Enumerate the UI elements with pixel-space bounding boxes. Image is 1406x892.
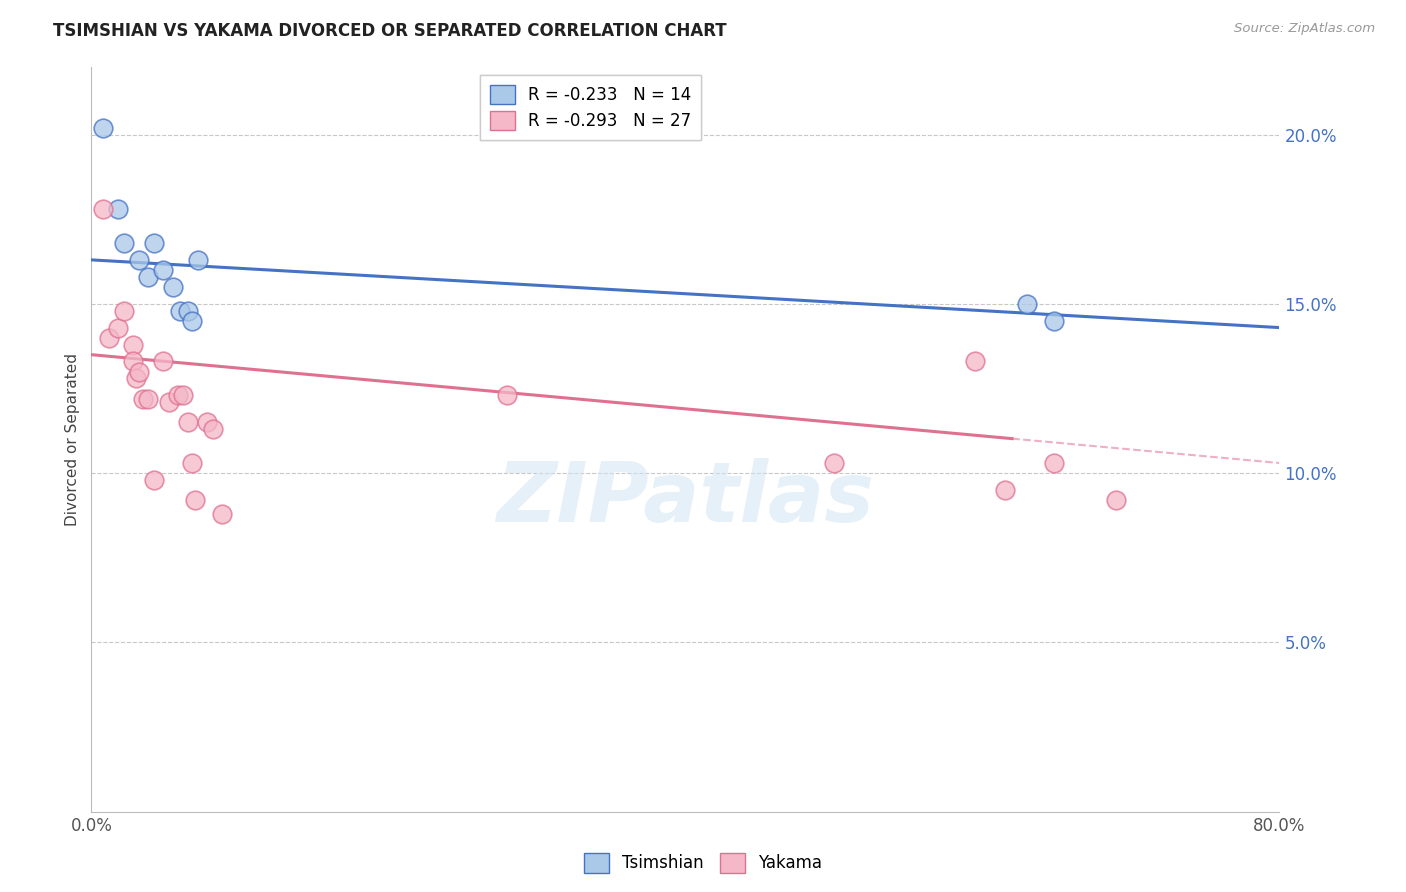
Point — [1105, 493, 1128, 508]
Point — [152, 354, 174, 368]
Text: Source: ZipAtlas.com: Source: ZipAtlas.com — [1234, 22, 1375, 36]
Point — [142, 473, 165, 487]
Point — [112, 235, 135, 250]
Point — [195, 416, 218, 430]
Point — [187, 252, 209, 267]
Point — [166, 388, 188, 402]
Point — [211, 507, 233, 521]
Point — [1042, 314, 1064, 328]
Point — [496, 388, 519, 402]
Point — [177, 303, 200, 318]
Point — [107, 202, 129, 216]
Point — [202, 422, 225, 436]
Point — [177, 416, 200, 430]
Point — [184, 493, 207, 508]
Legend: Tsimshian, Yakama: Tsimshian, Yakama — [576, 847, 830, 880]
Text: TSIMSHIAN VS YAKAMA DIVORCED OR SEPARATED CORRELATION CHART: TSIMSHIAN VS YAKAMA DIVORCED OR SEPARATE… — [53, 22, 727, 40]
Point — [823, 456, 845, 470]
Point — [136, 392, 159, 406]
Point — [152, 263, 174, 277]
Y-axis label: Divorced or Separated: Divorced or Separated — [65, 353, 80, 525]
Point — [181, 456, 204, 470]
Point — [112, 303, 135, 318]
Point — [172, 388, 194, 402]
Point — [994, 483, 1017, 497]
Point — [169, 303, 191, 318]
Point — [1042, 456, 1064, 470]
Point — [963, 354, 986, 368]
Point — [132, 392, 155, 406]
Point — [128, 252, 150, 267]
Point — [162, 280, 184, 294]
Point — [98, 331, 121, 345]
Legend: R = -0.233   N = 14, R = -0.293   N = 27: R = -0.233 N = 14, R = -0.293 N = 27 — [479, 75, 702, 140]
Point — [136, 269, 159, 284]
Point — [122, 354, 145, 368]
Point — [128, 365, 150, 379]
Point — [91, 202, 114, 216]
Text: ZIPatlas: ZIPatlas — [496, 458, 875, 540]
Point — [91, 120, 114, 135]
Point — [125, 371, 148, 385]
Point — [157, 395, 180, 409]
Point — [181, 314, 204, 328]
Point — [1015, 297, 1038, 311]
Point — [122, 337, 145, 351]
Point — [142, 235, 165, 250]
Point — [107, 320, 129, 334]
